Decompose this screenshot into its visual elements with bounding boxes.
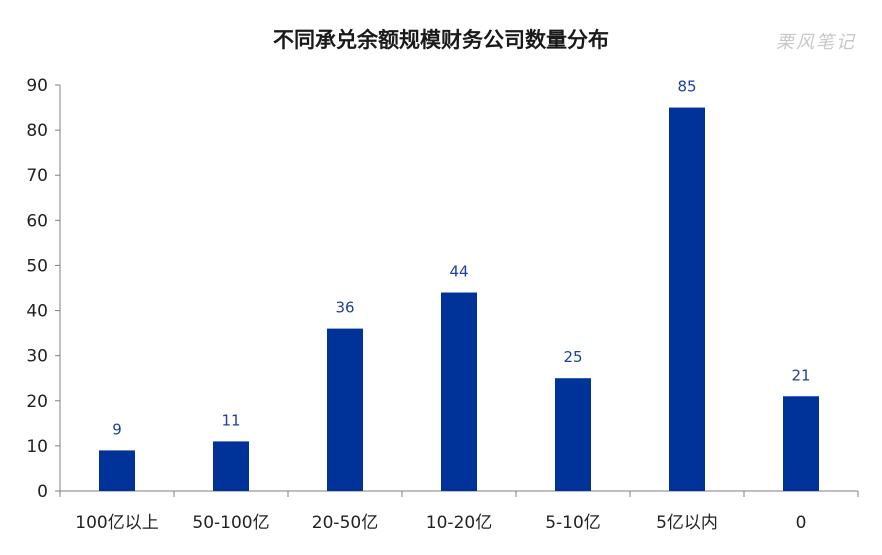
y-axis: 0 10 20 30 40 50 60 70 80 90	[26, 76, 61, 502]
y-tick-label: 70	[26, 166, 48, 186]
bar	[555, 378, 591, 491]
y-tick-label: 10	[26, 437, 48, 457]
y-tick-label: 50	[26, 256, 48, 276]
bar	[441, 292, 477, 491]
bars	[99, 107, 819, 492]
data-label: 9	[112, 420, 122, 438]
data-label: 85	[677, 78, 696, 96]
x-tick-label: 10-20亿	[426, 513, 492, 533]
bar	[669, 107, 705, 492]
y-tick-label: 60	[26, 211, 48, 231]
data-labels: 9 11 36 44 25 85 21	[112, 78, 810, 439]
data-label: 21	[791, 366, 810, 384]
y-tick-label: 40	[26, 302, 48, 322]
data-label: 11	[221, 411, 240, 429]
chart-title: 不同承兑余额规模财务公司数量分布	[273, 28, 609, 52]
y-tick-label: 0	[37, 482, 48, 502]
y-tick-label: 20	[26, 392, 48, 412]
watermark: 栗风笔记	[776, 32, 856, 53]
data-label: 44	[449, 263, 468, 281]
x-tick-label: 0	[796, 513, 807, 533]
y-tick-label: 30	[26, 347, 48, 367]
x-tick-label: 20-50亿	[312, 513, 378, 533]
y-tick-label: 80	[26, 121, 48, 141]
bar	[327, 328, 363, 491]
x-tick-label: 50-100亿	[192, 513, 269, 533]
data-label: 25	[563, 348, 582, 366]
bar	[99, 450, 135, 491]
bar	[783, 396, 819, 491]
bar	[213, 441, 249, 491]
data-label: 36	[335, 299, 354, 317]
y-tick-label: 90	[26, 76, 48, 96]
x-tick-label: 5亿以内	[656, 513, 718, 533]
x-axis: 100亿以上 50-100亿 20-50亿 10-20亿 5-10亿 5亿以内 0	[59, 490, 859, 533]
x-tick-label: 100亿以上	[75, 513, 158, 533]
x-tick-label: 5-10亿	[545, 513, 601, 533]
